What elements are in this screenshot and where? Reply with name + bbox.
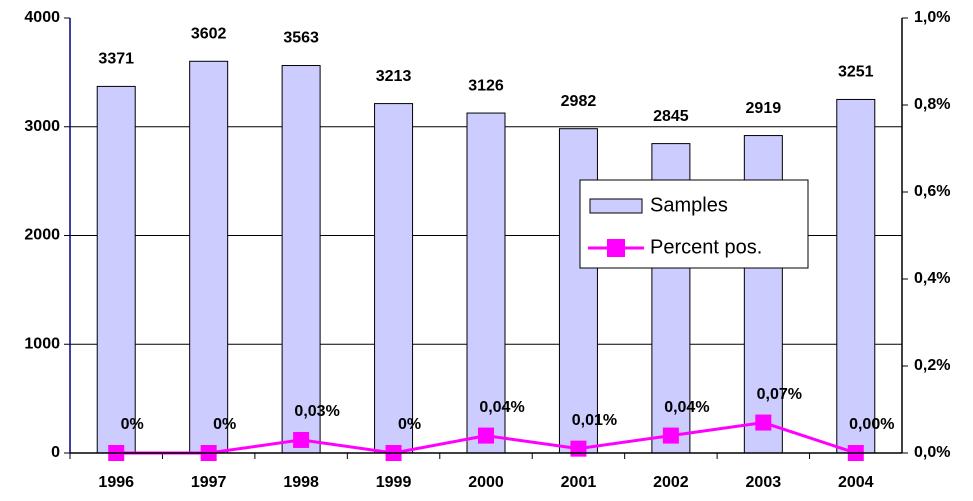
line-label: 0,03%: [294, 403, 339, 420]
y2-tick-label: 1,0%: [914, 9, 950, 26]
bar: [374, 103, 414, 454]
line-label: 0,00%: [849, 416, 894, 433]
line-label: 0,07%: [757, 386, 802, 403]
line-marker: [293, 431, 310, 448]
bar-label: 3371: [98, 51, 134, 68]
y-tick-label: 0: [51, 444, 60, 461]
legend-marker: [607, 239, 625, 257]
legend-label: Percent pos.: [650, 236, 762, 258]
x-tick-label: 1996: [98, 474, 134, 491]
bar: [558, 128, 598, 454]
bar-label: 3126: [468, 77, 504, 94]
y-tick-label: 2000: [24, 227, 60, 244]
y-tick-label: 4000: [24, 9, 60, 26]
bar-label: 2919: [746, 100, 782, 117]
x-tick-label: 2001: [561, 474, 597, 491]
y2-tick-label: 0,4%: [914, 270, 950, 287]
y2-tick-label: 0,0%: [914, 444, 950, 461]
bar: [96, 85, 136, 454]
line-marker: [755, 414, 772, 431]
x-tick-label: 2003: [746, 474, 782, 491]
bar: [836, 98, 876, 454]
bar-label: 2982: [561, 93, 597, 110]
y2-tick-label: 0,8%: [914, 96, 950, 113]
x-tick-label: 1997: [191, 474, 227, 491]
line-label: 0,04%: [664, 399, 709, 416]
line-label: 0%: [398, 416, 421, 433]
bar-label: 3563: [283, 30, 319, 47]
line-marker: [662, 427, 679, 444]
line-label: 0%: [121, 416, 144, 433]
x-tick-label: 1999: [376, 474, 412, 491]
x-tick-label: 2002: [653, 474, 689, 491]
bar-label: 2845: [653, 108, 689, 125]
legend-swatch: [589, 198, 643, 214]
line-label: 0%: [213, 416, 236, 433]
line-label: 0,01%: [572, 412, 617, 429]
bar-label: 3251: [838, 64, 874, 81]
line-marker: [570, 440, 587, 457]
y-tick-label: 3000: [24, 118, 60, 135]
y2-tick-label: 0,2%: [914, 357, 950, 374]
line-label: 0,04%: [479, 399, 524, 416]
legend-label: Samples: [650, 194, 728, 216]
bar-label: 3213: [376, 68, 412, 85]
x-tick-label: 2000: [468, 474, 504, 491]
bar: [189, 60, 229, 454]
line-marker: [478, 427, 494, 444]
x-tick-label: 1998: [283, 474, 319, 491]
bar: [281, 65, 321, 454]
y2-tick-label: 0,6%: [914, 183, 950, 200]
bar-label: 3602: [191, 26, 227, 43]
y-tick-label: 1000: [24, 335, 60, 352]
x-tick-label: 2004: [838, 474, 874, 491]
